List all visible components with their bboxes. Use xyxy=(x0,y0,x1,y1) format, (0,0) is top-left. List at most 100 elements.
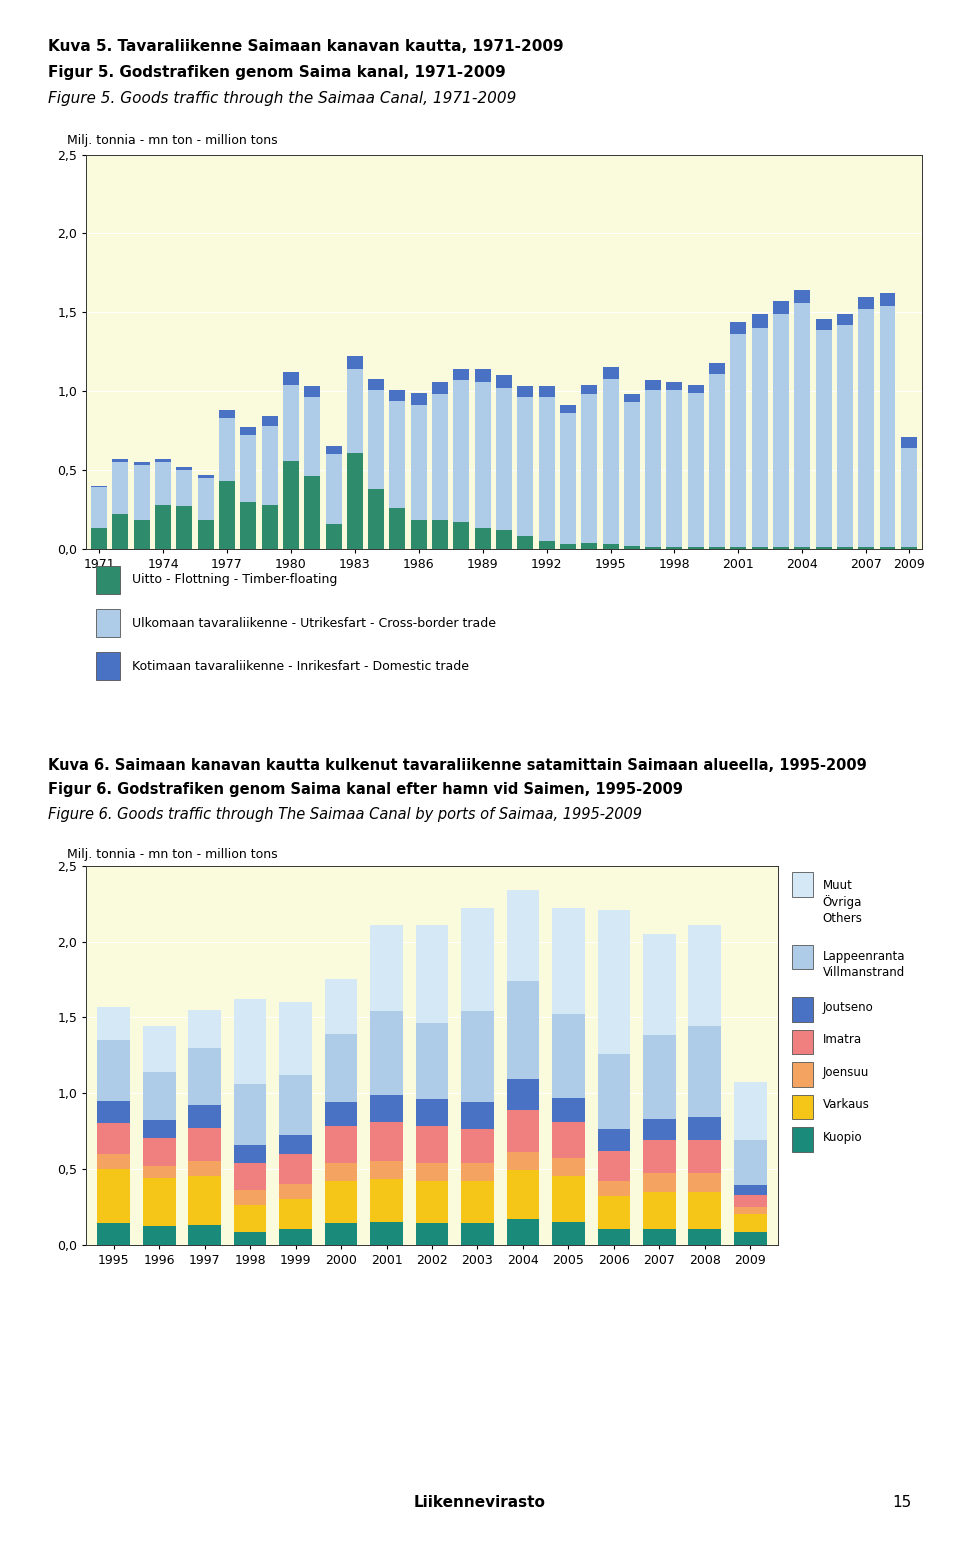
Bar xyxy=(112,515,129,549)
Text: Muut
Övriga
Others: Muut Övriga Others xyxy=(823,880,863,925)
Bar xyxy=(461,1102,493,1130)
Bar xyxy=(279,1200,312,1229)
Bar xyxy=(734,1082,767,1139)
Bar xyxy=(539,397,555,541)
Bar xyxy=(734,1186,767,1195)
Bar xyxy=(688,1139,721,1173)
Bar xyxy=(143,1138,176,1166)
Bar xyxy=(496,388,512,530)
Bar xyxy=(371,1095,403,1122)
Bar xyxy=(371,1180,403,1221)
Text: Kuva 5. Tavaraliikenne Saimaan kanavan kautta, 1971-2009: Kuva 5. Tavaraliikenne Saimaan kanavan k… xyxy=(48,39,564,54)
Bar xyxy=(371,925,403,1011)
Bar xyxy=(773,314,789,547)
Bar xyxy=(177,470,192,506)
Bar xyxy=(411,405,427,521)
Bar xyxy=(188,1161,221,1177)
Bar xyxy=(97,1124,130,1153)
Bar xyxy=(474,369,491,382)
Bar xyxy=(461,1223,493,1245)
Text: Milj. tonnia - mn ton - million tons: Milj. tonnia - mn ton - million tons xyxy=(67,135,277,147)
Bar xyxy=(156,504,171,549)
Bar xyxy=(411,393,427,405)
Bar xyxy=(461,1130,493,1163)
Bar xyxy=(597,1054,631,1130)
Text: Figur 6. Godstrafiken genom Saima kanal efter hamn vid Saimen, 1995-2009: Figur 6. Godstrafiken genom Saima kanal … xyxy=(48,782,683,798)
Bar xyxy=(900,448,917,547)
Bar xyxy=(324,1163,357,1181)
Bar xyxy=(279,1229,312,1245)
Bar xyxy=(188,1177,221,1224)
Bar xyxy=(97,1153,130,1169)
Bar xyxy=(461,1163,493,1181)
Bar xyxy=(837,325,852,547)
Bar xyxy=(304,397,321,476)
Bar xyxy=(262,416,277,425)
Bar xyxy=(133,462,150,465)
Bar xyxy=(143,1166,176,1178)
Bar xyxy=(304,386,321,397)
Bar xyxy=(112,459,129,462)
Bar xyxy=(643,1036,676,1119)
Bar xyxy=(283,385,299,461)
Text: Joutseno: Joutseno xyxy=(823,1000,874,1014)
Bar xyxy=(262,425,277,504)
Text: Kuva 6. Saimaan kanavan kautta kulkenut tavaraliikenne satamittain Saimaan aluee: Kuva 6. Saimaan kanavan kautta kulkenut … xyxy=(48,758,867,773)
Bar xyxy=(416,1099,448,1127)
Bar xyxy=(752,328,768,547)
Bar xyxy=(752,314,768,328)
Bar xyxy=(858,309,875,547)
Text: Kotimaan tavaraliikenne - Inrikesfart - Domestic trade: Kotimaan tavaraliikenne - Inrikesfart - … xyxy=(132,660,468,673)
Bar xyxy=(279,1135,312,1153)
Bar xyxy=(112,462,129,515)
Bar xyxy=(507,1170,540,1218)
Bar xyxy=(97,1169,130,1223)
Bar xyxy=(688,1118,721,1139)
Text: Varkaus: Varkaus xyxy=(823,1098,870,1112)
Bar xyxy=(816,329,831,547)
Bar xyxy=(347,369,363,453)
Bar xyxy=(560,413,576,544)
Bar xyxy=(474,382,491,529)
Bar xyxy=(324,1223,357,1245)
Bar xyxy=(552,1177,585,1221)
Bar xyxy=(324,1034,357,1102)
Bar xyxy=(369,379,384,390)
Bar xyxy=(177,467,192,470)
Bar xyxy=(688,1027,721,1118)
Bar xyxy=(687,547,704,549)
Bar xyxy=(233,999,267,1084)
Bar xyxy=(507,1152,540,1170)
Bar xyxy=(496,530,512,549)
Text: Milj. tonnia - mn ton - million tons: Milj. tonnia - mn ton - million tons xyxy=(67,849,277,861)
Bar xyxy=(645,547,661,549)
Bar xyxy=(461,1181,493,1223)
Bar xyxy=(143,1071,176,1121)
Text: Figur 5. Godstrafiken genom Saima kanal, 1971-2009: Figur 5. Godstrafiken genom Saima kanal,… xyxy=(48,65,506,80)
Bar xyxy=(597,1197,631,1229)
Bar xyxy=(816,547,831,549)
Bar xyxy=(279,1184,312,1200)
Bar xyxy=(233,1206,267,1232)
Bar xyxy=(91,485,108,487)
Bar xyxy=(643,1173,676,1192)
Bar xyxy=(188,1224,221,1245)
Text: Liikennevirasto: Liikennevirasto xyxy=(414,1495,546,1510)
Bar xyxy=(643,1192,676,1229)
Text: Joensuu: Joensuu xyxy=(823,1065,869,1079)
Bar xyxy=(143,1027,176,1071)
Bar xyxy=(687,385,704,393)
Bar xyxy=(773,547,789,549)
Bar xyxy=(97,1006,130,1040)
Bar xyxy=(552,1014,585,1098)
Bar xyxy=(371,1011,403,1095)
Bar xyxy=(91,529,108,549)
Bar xyxy=(143,1178,176,1226)
Bar xyxy=(752,547,768,549)
Text: Figure 6. Goods traffic through The Saimaa Canal by ports of Saimaa, 1995-2009: Figure 6. Goods traffic through The Saim… xyxy=(48,807,642,822)
Bar xyxy=(517,386,534,397)
Bar xyxy=(731,334,746,547)
Bar xyxy=(432,382,448,394)
Bar xyxy=(858,297,875,309)
Bar xyxy=(900,547,917,549)
